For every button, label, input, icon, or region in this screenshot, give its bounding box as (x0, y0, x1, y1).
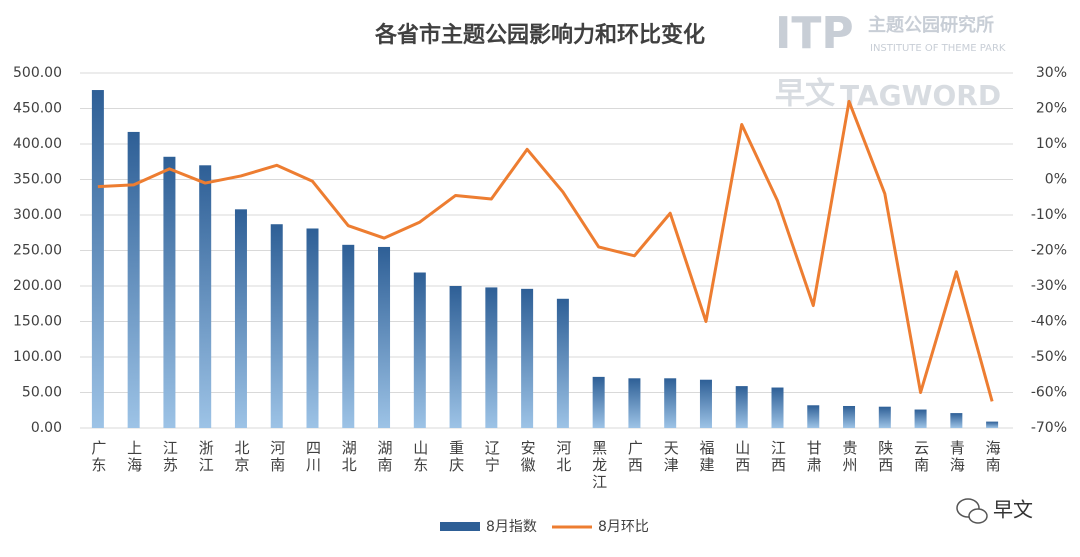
x-tick-label: 天津 (662, 440, 680, 474)
bar (378, 246, 391, 428)
y2-tick-label: -70% (1031, 420, 1067, 436)
y2-tick-label: 0% (1045, 172, 1067, 188)
x-tick-label: 江苏 (161, 440, 179, 474)
bar (771, 387, 784, 428)
bar (234, 209, 247, 428)
bar (91, 90, 104, 428)
bar (843, 405, 856, 428)
x-tick-label: 海南 (984, 440, 1002, 474)
bar (699, 379, 712, 428)
x-tick-label: 湖南 (376, 440, 394, 474)
legend-swatch (440, 522, 480, 531)
x-tick-label: 广东 (89, 440, 107, 474)
bar (664, 378, 677, 428)
watermark-text: 早文 (775, 77, 835, 112)
bar (592, 376, 605, 428)
watermark-logo: ITP (775, 8, 854, 59)
bar (914, 409, 927, 428)
y-tick-label: 100.00 (13, 349, 62, 365)
y-tick-label: 0.00 (31, 420, 62, 436)
watermark-text: 早文 (993, 498, 1033, 522)
y2-tick-label: -30% (1031, 278, 1067, 294)
x-tick-label: 安徽 (519, 440, 537, 474)
y-tick-label: 400.00 (13, 136, 62, 152)
x-tick-label: 山西 (733, 440, 751, 474)
bar (556, 298, 569, 428)
bar (807, 405, 820, 428)
x-tick-label: 陕西 (876, 440, 894, 474)
x-tick-label: 辽宁 (483, 440, 501, 474)
x-tick-label: 浙江 (197, 440, 215, 474)
wechat-badge: 早文 (956, 498, 1033, 524)
legend-label: 8月指数 (486, 519, 537, 535)
bar (521, 288, 534, 428)
chart-title: 各省市主题公园影响力和环比变化 (374, 22, 705, 48)
watermark-text: TAGWORD (840, 79, 1001, 112)
x-tick-label: 河北 (554, 440, 572, 474)
watermark-text: 主题公园研究所 (868, 14, 994, 36)
x-tick-label: 山东 (411, 440, 429, 474)
y-tick-label: 250.00 (13, 243, 62, 259)
bar (163, 156, 176, 428)
x-tick-label: 重庆 (447, 440, 465, 474)
x-tick-label: 甘肃 (805, 440, 823, 474)
y2-tick-label: 20% (1036, 101, 1067, 117)
y2-tick-label: -20% (1031, 243, 1067, 259)
y-tick-label: 500.00 (13, 65, 62, 81)
y2-tick-label: 10% (1036, 136, 1067, 152)
x-tick-label: 河南 (268, 440, 286, 474)
bar (485, 287, 498, 428)
bar (270, 224, 283, 428)
y-tick-label: 350.00 (13, 172, 62, 188)
y2-tick-label: -40% (1031, 314, 1067, 330)
bar (449, 286, 462, 428)
x-tick-label: 四川 (304, 440, 322, 474)
x-tick-label: 福建 (697, 440, 715, 474)
y2-tick-label: -50% (1031, 349, 1067, 365)
legend-label: 8月环比 (598, 519, 649, 535)
x-tick-label: 贵州 (841, 440, 859, 474)
bar (950, 413, 963, 428)
bar (127, 131, 140, 428)
x-tick-label: 黑龙江 (590, 440, 608, 491)
bar (735, 386, 748, 428)
x-tick-label: 青海 (948, 440, 966, 474)
bar (628, 378, 641, 428)
watermark-text: INSTITUTE OF THEME PARK (870, 43, 1006, 54)
x-tick-label: 云南 (912, 440, 930, 474)
bar (413, 272, 426, 428)
y-tick-label: 50.00 (22, 385, 62, 401)
y2-tick-label: -10% (1031, 207, 1067, 223)
y-tick-label: 200.00 (13, 278, 62, 294)
y-tick-label: 300.00 (13, 207, 62, 223)
bar (986, 421, 999, 428)
x-tick-label: 上海 (125, 440, 143, 474)
line (97, 99, 994, 402)
y-tick-label: 450.00 (13, 101, 62, 117)
bar (878, 406, 891, 428)
y-tick-label: 150.00 (13, 314, 62, 330)
y2-tick-label: 30% (1036, 65, 1067, 81)
x-tick-label: 湖北 (340, 440, 358, 474)
y2-tick-label: -60% (1031, 385, 1067, 401)
x-tick-label: 广西 (626, 440, 644, 474)
bar (342, 244, 355, 428)
x-tick-label: 江西 (769, 440, 787, 474)
x-tick-label: 北京 (232, 440, 250, 474)
bar (306, 228, 319, 428)
bar (199, 165, 212, 429)
